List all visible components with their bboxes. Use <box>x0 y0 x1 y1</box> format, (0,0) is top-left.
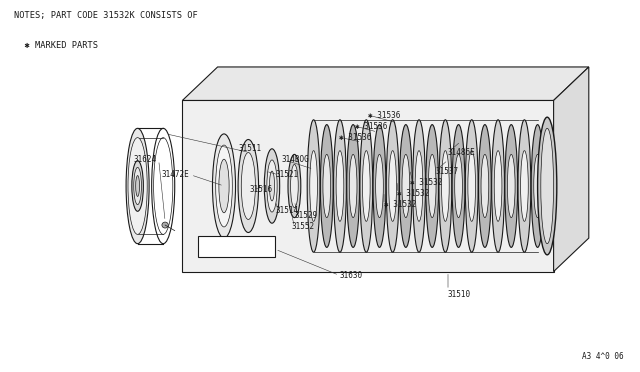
Text: 31514: 31514 <box>275 206 298 215</box>
Ellipse shape <box>308 158 319 214</box>
Ellipse shape <box>267 160 277 212</box>
Ellipse shape <box>492 120 504 252</box>
Ellipse shape <box>376 154 383 218</box>
Ellipse shape <box>321 125 333 247</box>
Ellipse shape <box>428 154 436 218</box>
Text: A3 4^0 06: A3 4^0 06 <box>582 352 624 361</box>
Ellipse shape <box>307 120 320 252</box>
Text: 31521: 31521 <box>275 170 298 179</box>
Ellipse shape <box>399 125 412 247</box>
Ellipse shape <box>389 151 397 221</box>
Ellipse shape <box>508 154 515 218</box>
Polygon shape <box>198 236 275 257</box>
Ellipse shape <box>128 138 147 234</box>
Ellipse shape <box>534 154 541 218</box>
Ellipse shape <box>136 176 140 196</box>
Text: 31630: 31630 <box>339 271 362 280</box>
Ellipse shape <box>333 120 346 252</box>
Ellipse shape <box>264 149 280 223</box>
Ellipse shape <box>538 117 557 255</box>
Polygon shape <box>554 67 589 272</box>
Ellipse shape <box>413 120 426 252</box>
Text: 31516: 31516 <box>250 185 273 194</box>
Ellipse shape <box>291 164 298 208</box>
Ellipse shape <box>454 154 462 218</box>
Ellipse shape <box>481 154 489 218</box>
Text: 31529: 31529 <box>294 211 317 220</box>
Ellipse shape <box>362 151 370 221</box>
Ellipse shape <box>162 222 168 228</box>
Ellipse shape <box>347 125 360 247</box>
Ellipse shape <box>468 151 476 221</box>
Ellipse shape <box>531 125 544 247</box>
Ellipse shape <box>360 120 372 252</box>
Ellipse shape <box>494 151 502 221</box>
Text: 31624: 31624 <box>134 155 157 164</box>
Ellipse shape <box>269 171 275 201</box>
Ellipse shape <box>520 151 528 221</box>
Text: 31510: 31510 <box>448 290 471 299</box>
Text: 31552: 31552 <box>291 222 314 231</box>
Ellipse shape <box>426 125 438 247</box>
Ellipse shape <box>387 120 399 252</box>
Ellipse shape <box>219 159 229 213</box>
Text: ✱ 31536: ✱ 31536 <box>355 122 388 131</box>
Ellipse shape <box>216 145 232 227</box>
Text: ✱ 31536: ✱ 31536 <box>368 111 401 120</box>
Ellipse shape <box>439 120 452 252</box>
Ellipse shape <box>336 151 344 221</box>
Text: 314BOG: 314BOG <box>282 155 309 164</box>
Ellipse shape <box>373 125 386 247</box>
Text: 31511: 31511 <box>238 144 261 153</box>
Ellipse shape <box>452 125 465 247</box>
Text: ✱ MARKED PARTS: ✱ MARKED PARTS <box>14 41 98 50</box>
Ellipse shape <box>518 120 531 252</box>
Ellipse shape <box>465 120 478 252</box>
Text: NOTES; PART CODE 31532K CONSISTS OF: NOTES; PART CODE 31532K CONSISTS OF <box>14 11 198 20</box>
Text: ✱ 31536: ✱ 31536 <box>339 133 372 142</box>
Ellipse shape <box>323 154 331 218</box>
Ellipse shape <box>479 125 492 247</box>
Ellipse shape <box>402 154 410 218</box>
Ellipse shape <box>311 169 316 203</box>
Ellipse shape <box>288 154 301 218</box>
Polygon shape <box>182 67 589 100</box>
Ellipse shape <box>442 151 449 221</box>
Text: 31486E: 31486E <box>448 148 476 157</box>
Ellipse shape <box>212 134 236 238</box>
Text: ✱ 31532: ✱ 31532 <box>397 189 429 198</box>
Ellipse shape <box>126 128 149 244</box>
Text: ✱ 31532: ✱ 31532 <box>384 200 417 209</box>
Text: 31537: 31537 <box>435 167 458 176</box>
Ellipse shape <box>241 153 255 219</box>
Ellipse shape <box>349 154 357 218</box>
Ellipse shape <box>415 151 423 221</box>
Ellipse shape <box>238 140 259 232</box>
Text: 31472E: 31472E <box>161 170 189 179</box>
Text: ✱ 31532: ✱ 31532 <box>410 178 442 187</box>
Ellipse shape <box>310 151 317 221</box>
Ellipse shape <box>541 128 554 244</box>
Ellipse shape <box>134 167 141 205</box>
Ellipse shape <box>505 125 518 247</box>
Ellipse shape <box>132 161 143 211</box>
Polygon shape <box>182 100 554 272</box>
